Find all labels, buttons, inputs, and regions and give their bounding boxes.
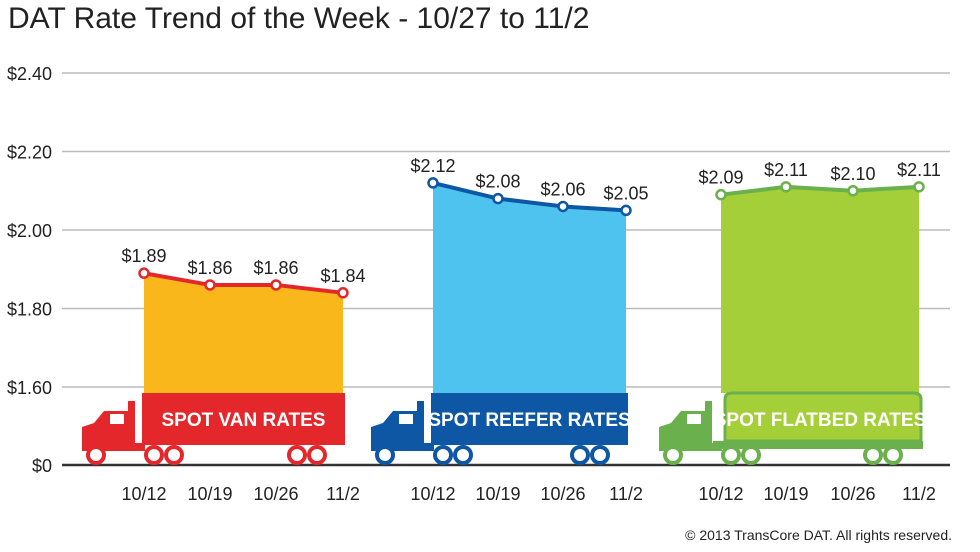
truck-wheel: [86, 445, 106, 465]
data-label: $2.12: [410, 156, 455, 176]
data-point: [138, 267, 150, 279]
truck-chassis: [659, 443, 722, 451]
data-label: $2.09: [698, 168, 743, 188]
data-point: [270, 279, 282, 291]
x-tick-label: 10/19: [187, 484, 232, 504]
truck-chassis: [371, 443, 434, 451]
y-tick-label: $1.80: [7, 300, 52, 320]
y-tick-label: $0: [32, 456, 52, 476]
truck-wheel: [375, 445, 395, 465]
truck-wheel: [570, 445, 590, 465]
data-label: $1.86: [187, 258, 232, 278]
truck-wheel: [590, 445, 610, 465]
data-label: $2.11: [897, 160, 941, 180]
data-point: [780, 181, 792, 193]
data-point: [913, 181, 925, 193]
x-tick-label: 10/12: [121, 484, 166, 504]
flatbed-load: [723, 391, 923, 443]
trailer-box: [142, 393, 345, 445]
data-point: [492, 192, 504, 205]
truck-wheel: [663, 445, 683, 465]
x-tick-label: 10/12: [410, 484, 455, 504]
truck-wheel: [741, 445, 761, 465]
x-tick-label: 11/2: [609, 484, 643, 504]
data-point: [427, 177, 439, 189]
data-label: $2.10: [830, 164, 875, 184]
chart-title: DAT Rate Trend of the Week - 10/27 to 11…: [8, 2, 590, 35]
truck-wheel: [453, 445, 473, 465]
group-banner-label: SPOT REEFER RATES: [428, 410, 630, 431]
group-banner-label: SPOT VAN RATES: [162, 410, 326, 431]
y-tick-label: $2.20: [7, 143, 52, 163]
data-label: $1.89: [121, 246, 166, 266]
y-tick-label: $2.00: [7, 221, 52, 241]
truck-exhaust: [417, 401, 424, 443]
y-tick-label: $1.60: [7, 378, 52, 398]
x-tick-label: 10/19: [475, 484, 520, 504]
y-tick-label: $2.40: [7, 64, 52, 84]
data-point: [204, 279, 216, 291]
data-point: [557, 200, 569, 213]
data-label: $2.11: [764, 160, 808, 180]
truck-wheel: [287, 445, 307, 465]
trailer-box: [431, 393, 628, 445]
area-fill: [433, 182, 626, 393]
truck-window: [399, 414, 413, 424]
copyright-notice: © 2013 TransCore DAT. All rights reserve…: [685, 527, 952, 543]
data-label: $1.86: [253, 258, 298, 278]
truck-exhaust: [128, 401, 135, 443]
data-label: $2.06: [540, 179, 585, 199]
data-point: [715, 188, 727, 201]
x-tick-label: 10/26: [253, 484, 298, 504]
data-label: $1.84: [320, 266, 365, 286]
rate-group-3: SPOT FLATBED RATES $2.09 10/12 $2.11 10/19 $2…: [659, 160, 941, 504]
truck-wheel: [863, 445, 883, 465]
group-banner-label: SPOT FLATBED RATES: [714, 410, 927, 431]
truck-window: [687, 414, 701, 424]
x-tick-label: 11/2: [902, 484, 936, 504]
data-point: [620, 204, 632, 217]
trend-line: [720, 184, 920, 197]
truck-wheel: [433, 445, 453, 465]
x-tick-label: 10/26: [830, 484, 875, 504]
truck-exhaust: [705, 401, 712, 443]
truck-wheel: [164, 445, 184, 465]
trend-line: [143, 271, 344, 295]
truck-wheel: [721, 445, 741, 465]
truck-wheel: [883, 445, 903, 465]
data-point: [337, 287, 349, 299]
data-label: $2.05: [603, 183, 648, 203]
rate-group-1: SPOT VAN RATES $1.89 10/12 $1.86 10/19 $1.86 1…: [82, 246, 366, 504]
x-tick-label: 10/12: [698, 484, 743, 504]
rate-group-2: SPOT REEFER RATES $2.12 10/12 $2.08 10/19 $2.…: [371, 156, 649, 504]
x-tick-label: 10/26: [540, 484, 585, 504]
truck-wheel: [144, 445, 164, 465]
truck-wheel: [307, 445, 327, 465]
area-fill: [144, 273, 343, 393]
trend-line: [432, 180, 627, 213]
x-tick-label: 10/19: [763, 484, 808, 504]
area-fill: [721, 186, 919, 393]
data-point: [847, 185, 859, 197]
data-label: $2.08: [475, 172, 520, 192]
truck-window: [110, 414, 124, 424]
truck-chassis: [82, 443, 145, 451]
x-tick-label: 11/2: [326, 484, 360, 504]
flatbed-bed: [713, 441, 923, 449]
